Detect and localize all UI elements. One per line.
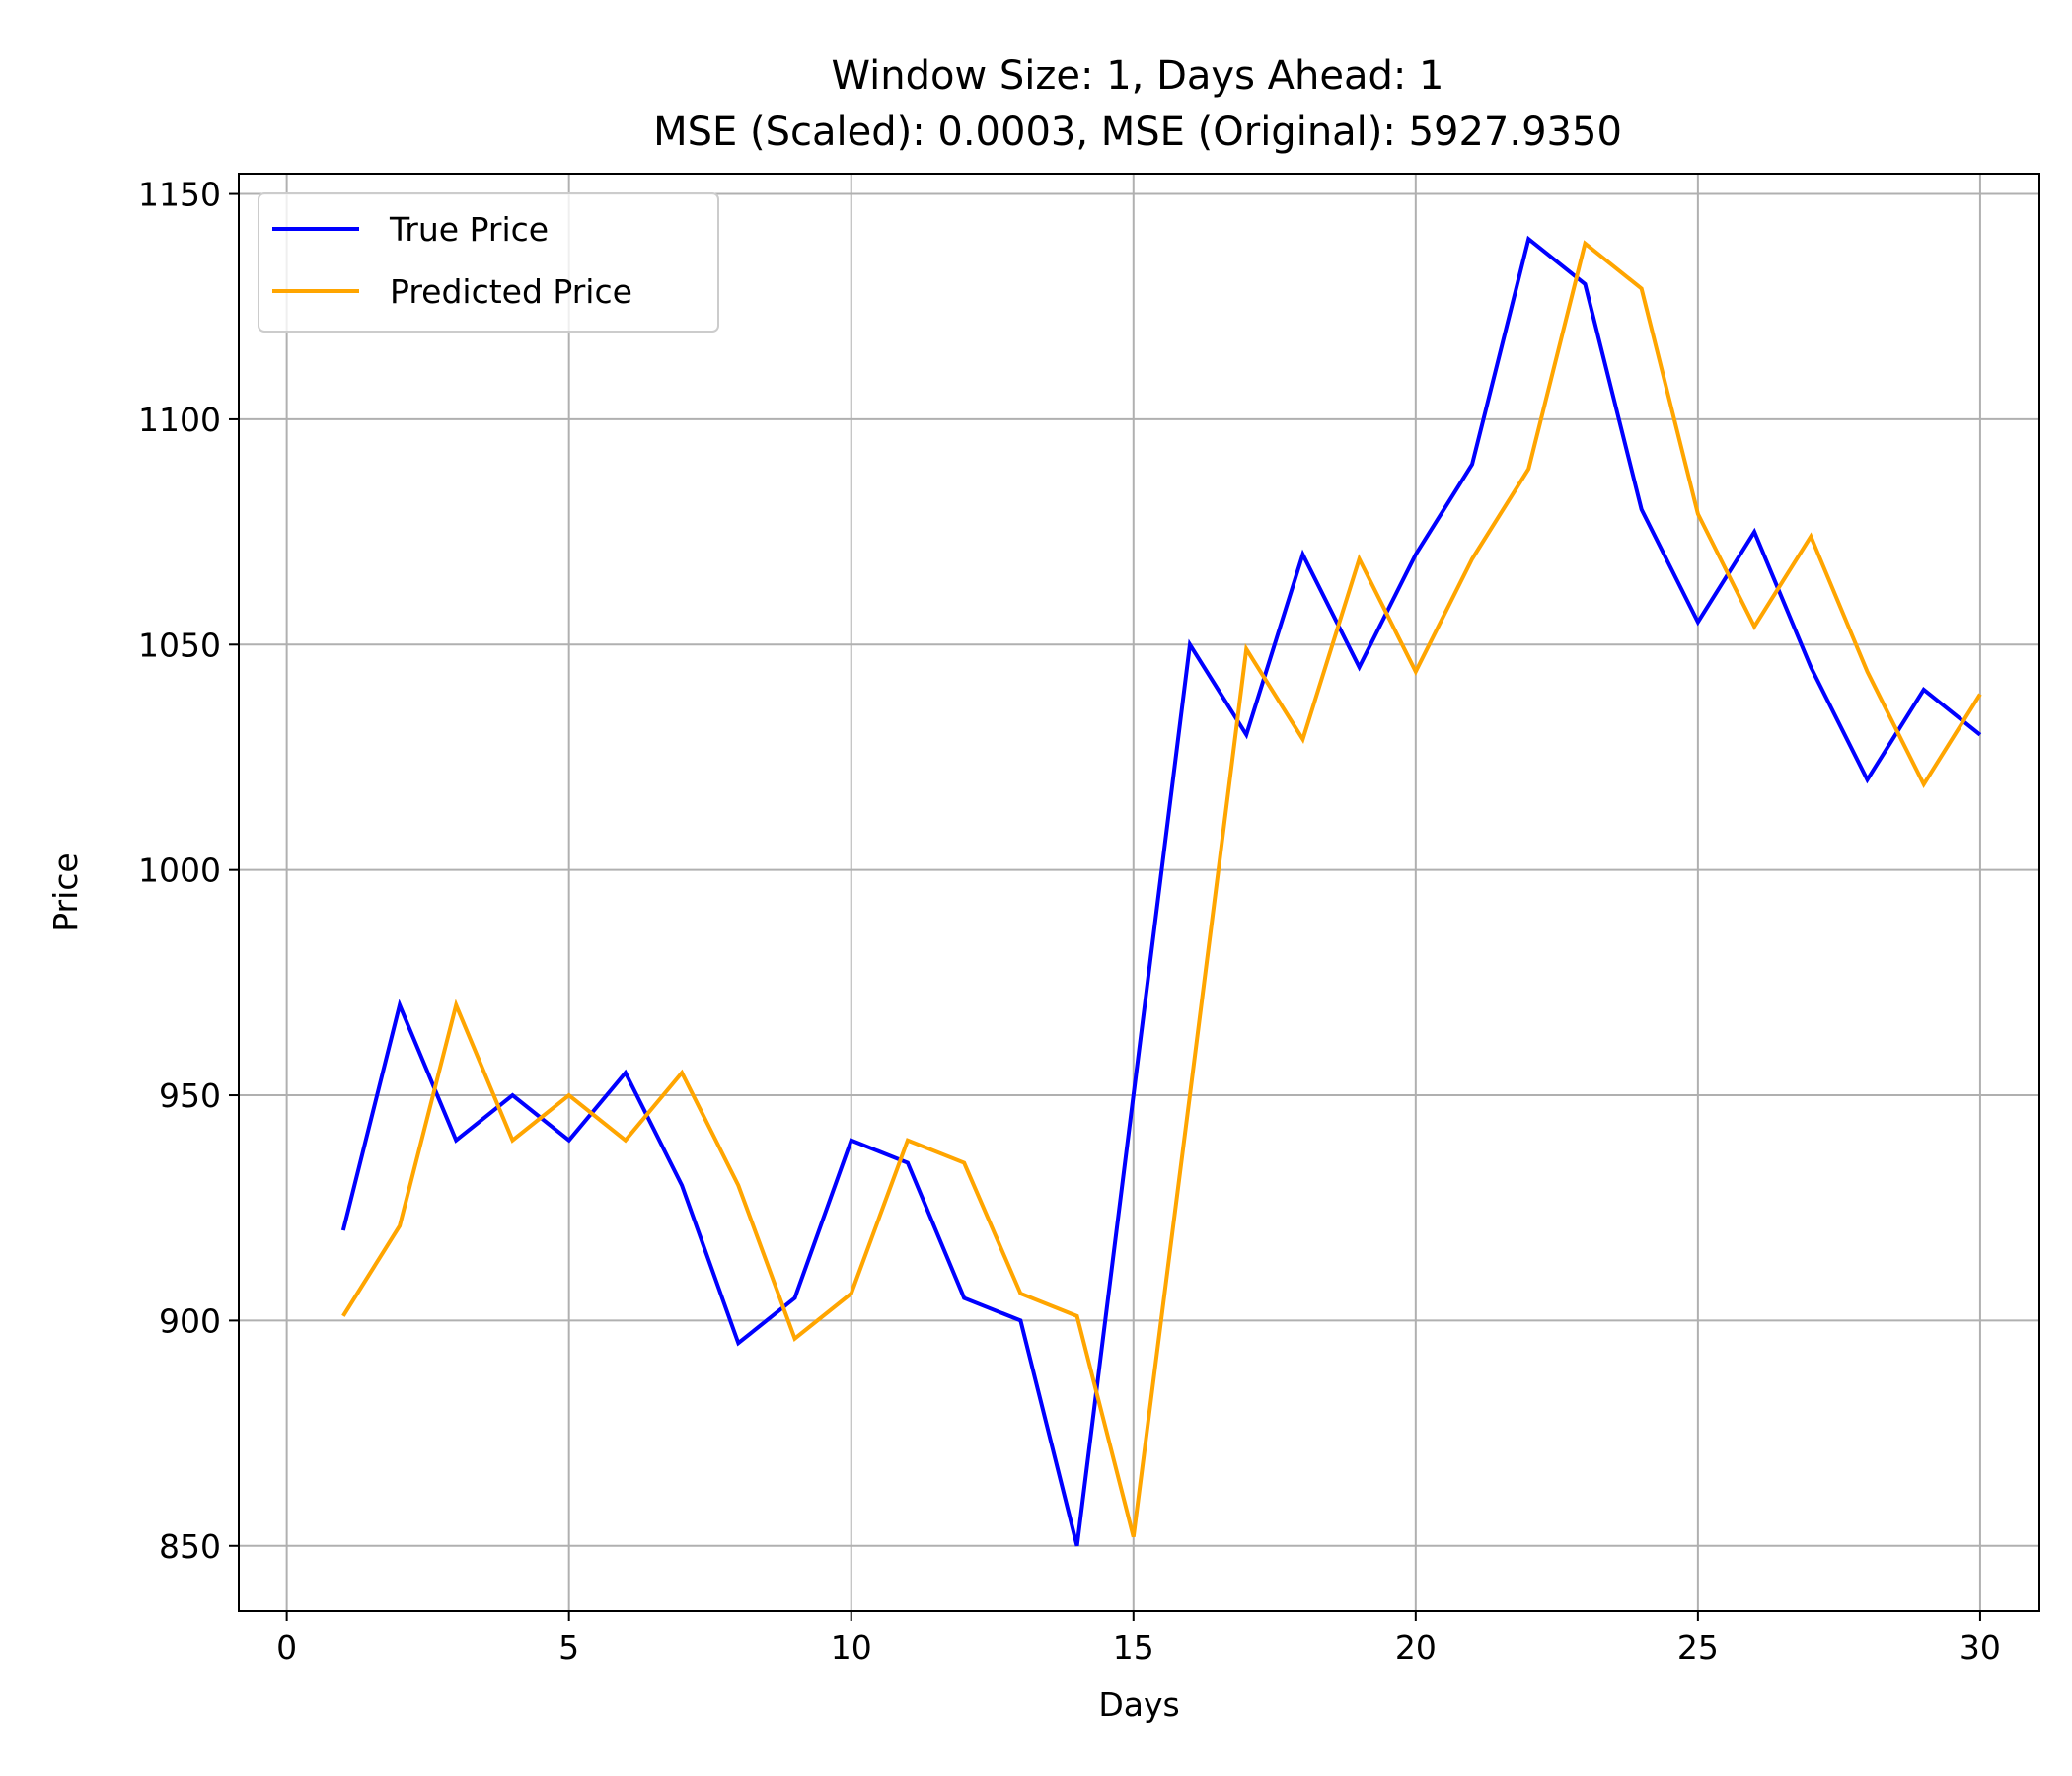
y-tick-label: 1150 bbox=[138, 176, 221, 214]
series-lines bbox=[340, 235, 1982, 1547]
chart-title-line-1: Window Size: 1, Days Ahead: 1 bbox=[831, 53, 1443, 99]
y-tick-label: 850 bbox=[159, 1527, 221, 1566]
y-tick-label: 1050 bbox=[138, 626, 221, 664]
y-axis-label: Price bbox=[46, 852, 85, 932]
y-tick-label: 1000 bbox=[138, 851, 221, 890]
x-tick-label: 0 bbox=[276, 1628, 297, 1666]
x-tick-label: 10 bbox=[831, 1628, 872, 1666]
chart-title: Window Size: 1, Days Ahead: 1 MSE (Scale… bbox=[653, 53, 1622, 155]
series-line-true-price bbox=[340, 235, 1982, 1547]
legend: True Price Predicted Price bbox=[258, 192, 719, 333]
chart-title-line-2: MSE (Scaled): 0.0003, MSE (Original): 59… bbox=[653, 110, 1622, 155]
x-tick-label: 15 bbox=[1113, 1628, 1154, 1666]
x-tick-label: 30 bbox=[1960, 1628, 2001, 1666]
plot-area bbox=[239, 174, 2039, 1611]
axis-ticks: 0 5 10 15 20 25 30 850 900 950 1000 1050 1100 1150 bbox=[138, 176, 2001, 1666]
series-line-predicted-price bbox=[341, 240, 1982, 1538]
x-axis-label: Days bbox=[1098, 1685, 1179, 1724]
plot-frame bbox=[238, 173, 2040, 1612]
legend-box bbox=[258, 192, 719, 333]
legend-label-true-price: True Price bbox=[389, 210, 549, 249]
legend-label-predicted-price: Predicted Price bbox=[390, 272, 632, 311]
y-tick-label: 950 bbox=[159, 1076, 221, 1115]
x-tick-label: 20 bbox=[1395, 1628, 1437, 1666]
gridlines bbox=[239, 174, 2039, 1611]
x-tick-label: 25 bbox=[1677, 1628, 1719, 1666]
y-tick-label: 900 bbox=[159, 1301, 221, 1340]
x-tick-label: 5 bbox=[558, 1628, 579, 1666]
y-tick-label: 1100 bbox=[138, 401, 221, 439]
